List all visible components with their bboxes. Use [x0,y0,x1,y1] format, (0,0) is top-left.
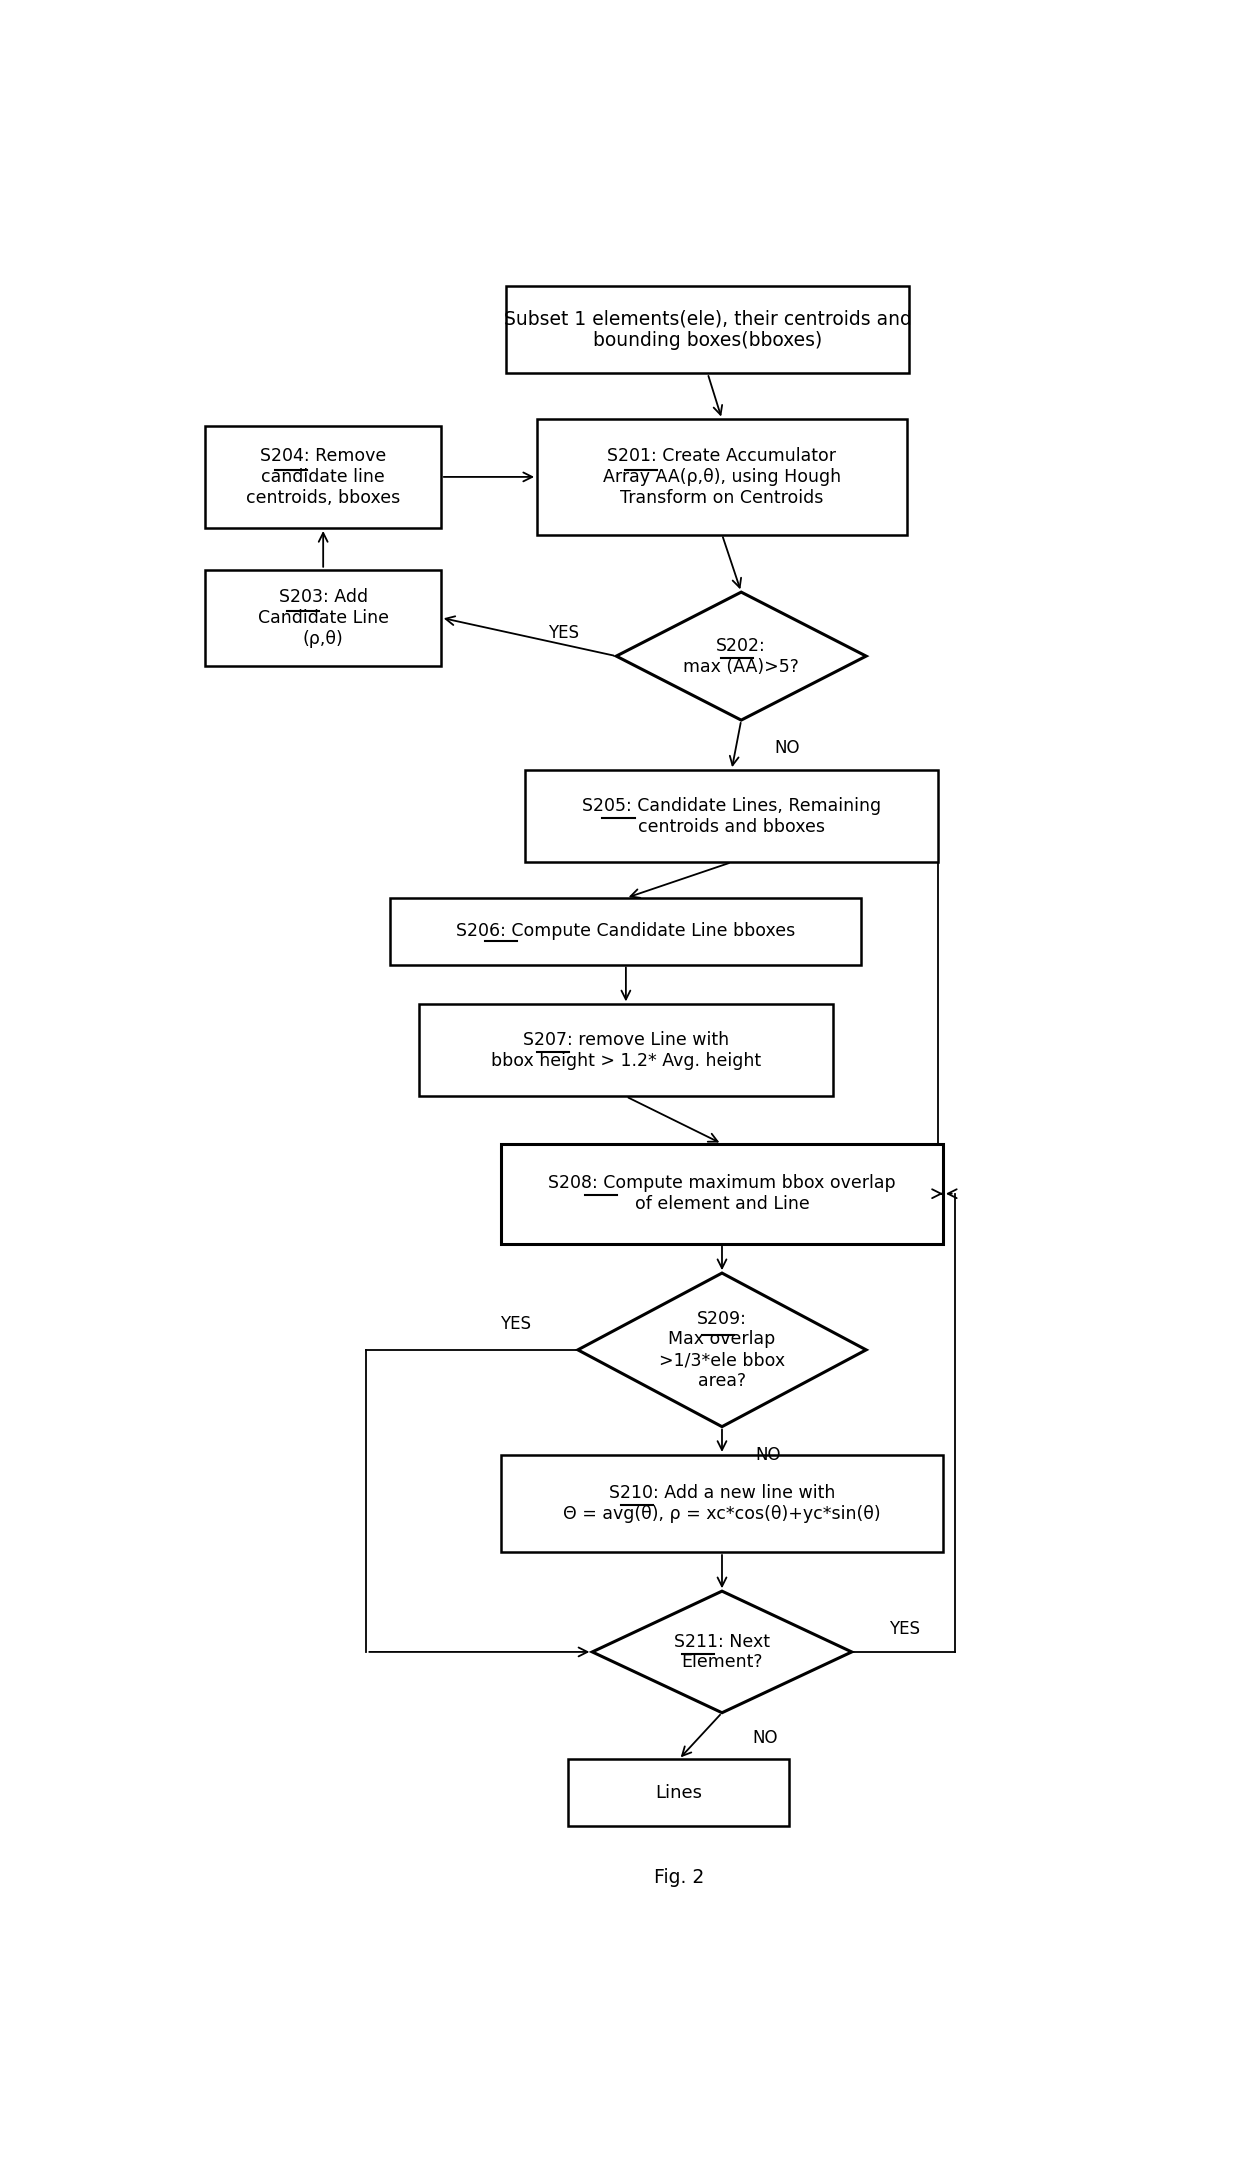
Bar [525,769,939,862]
Text: S209:
Max overlap
>1/3*ele bbox
area?: S209: Max overlap >1/3*ele bbox area? [658,1310,785,1390]
Text: NO: NO [753,1729,777,1748]
Text: NO: NO [755,1446,781,1463]
Text: S201: Create Accumulator
Array AA(ρ,θ), using Hough
Transform on Centroids: S201: Create Accumulator Array AA(ρ,θ), … [603,447,841,506]
Polygon shape [593,1590,852,1714]
Text: S206: Compute Candidate Line bboxes: S206: Compute Candidate Line bboxes [456,923,796,940]
Bar [206,571,441,666]
Text: Fig. 2: Fig. 2 [653,1867,704,1887]
Bar [391,899,862,964]
Bar [501,1454,942,1552]
Bar [206,426,441,527]
Text: YES: YES [889,1621,920,1638]
Text: S205: Candidate Lines, Remaining
centroids and bboxes: S205: Candidate Lines, Remaining centroi… [582,797,882,836]
Bar [419,1005,832,1096]
Text: Subset 1 elements(ele), their centroids and
bounding boxes(bboxes): Subset 1 elements(ele), their centroids … [503,309,911,350]
Bar [501,1143,942,1243]
Text: S203: Add
Candidate Line
(ρ,θ): S203: Add Candidate Line (ρ,θ) [258,588,388,648]
Text: NO: NO [775,739,800,756]
Text: S204: Remove
candidate line
centroids, bboxes: S204: Remove candidate line centroids, b… [246,447,401,506]
Bar [568,1759,789,1826]
Text: S210: Add a new line with
Θ = avg(θ), ρ = xc*cos(θ)+yc*sin(θ): S210: Add a new line with Θ = avg(θ), ρ … [563,1485,880,1524]
Bar [506,285,909,374]
Text: Lines: Lines [655,1783,702,1802]
Text: YES: YES [500,1316,531,1333]
Text: S211: Next
Element?: S211: Next Element? [675,1632,770,1670]
Bar [537,419,906,534]
Polygon shape [578,1273,866,1426]
Text: YES: YES [548,625,579,642]
Polygon shape [616,592,866,720]
Text: S202:
max (AA)>5?: S202: max (AA)>5? [683,637,799,676]
Text: S208: Compute maximum bbox overlap
of element and Line: S208: Compute maximum bbox overlap of el… [548,1173,895,1212]
Text: S207: remove Line with
bbox height > 1.2* Avg. height: S207: remove Line with bbox height > 1.2… [491,1031,761,1070]
